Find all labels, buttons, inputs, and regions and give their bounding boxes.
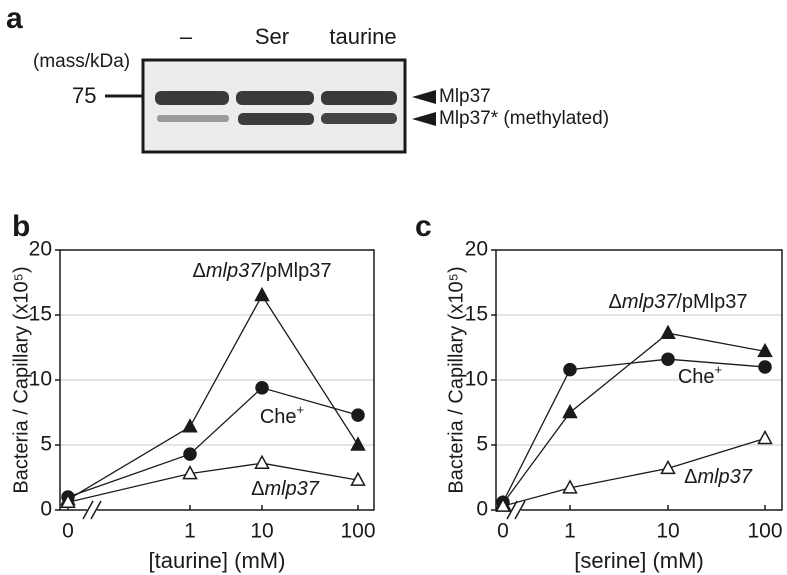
y-axis-label: Bacteria / Capillary (x10⁵) xyxy=(445,266,467,493)
marker xyxy=(495,497,511,512)
y-tick-label: 10 xyxy=(29,368,52,391)
marker xyxy=(563,362,577,377)
marker xyxy=(350,471,366,486)
marker xyxy=(183,447,197,461)
marker xyxy=(60,493,76,508)
series-label: Δmlp37/pMlp37 xyxy=(609,291,748,313)
panel-label: a xyxy=(6,2,23,35)
marker xyxy=(757,429,773,445)
x-tick-label: 0 xyxy=(497,520,509,543)
marker xyxy=(660,459,676,475)
marker-label: 75 xyxy=(72,83,96,108)
marker xyxy=(562,403,578,419)
band-label: Mlp37 xyxy=(439,86,491,107)
series-label: Δmlp37/pMlp37 xyxy=(193,260,332,282)
series-line xyxy=(502,358,766,503)
marker xyxy=(255,381,269,395)
axis-break xyxy=(506,500,518,520)
x-tick-label: 1 xyxy=(184,520,196,543)
marker xyxy=(660,324,676,339)
marker xyxy=(254,286,270,302)
axis-break-gap xyxy=(511,506,521,514)
y-axis-label: Bacteria / Capillary (x10⁵) xyxy=(10,266,32,493)
band xyxy=(155,91,229,105)
x-tick-label: 0 xyxy=(62,520,74,543)
x-tick-label: 100 xyxy=(747,520,782,543)
blot xyxy=(141,58,407,154)
mass-label: (mass/kDa) xyxy=(33,51,130,72)
band xyxy=(321,113,397,124)
series-label: Δmlp37 xyxy=(684,466,753,488)
x-tick-label: 10 xyxy=(656,520,679,543)
y-tick-label: 20 xyxy=(29,238,52,261)
series-line xyxy=(67,387,359,498)
marker xyxy=(254,454,270,469)
marker xyxy=(182,465,198,480)
panel-label: c xyxy=(415,210,432,243)
arrowhead xyxy=(412,90,436,104)
x-tick-label: 10 xyxy=(250,520,273,543)
marker xyxy=(182,418,198,433)
band-label: Mlp37* (methylated) xyxy=(439,108,609,129)
panel-label: b xyxy=(12,210,30,243)
band xyxy=(236,91,314,105)
series-line xyxy=(502,332,766,504)
series-line xyxy=(502,437,766,507)
plot-frame xyxy=(59,249,375,511)
y-tick-label: 0 xyxy=(476,498,488,521)
marker xyxy=(350,436,366,451)
series-line xyxy=(67,294,359,501)
axis-break xyxy=(514,500,526,520)
series-label: Δmlp37 xyxy=(251,478,320,500)
y-tick-label: 5 xyxy=(40,433,52,456)
marker xyxy=(758,360,772,374)
marker xyxy=(757,342,773,358)
marker xyxy=(661,352,675,366)
x-axis-label: [taurine] (mM) xyxy=(149,548,286,573)
marker xyxy=(562,479,578,494)
x-tick-label: 1 xyxy=(564,520,576,543)
x-tick-label: 100 xyxy=(340,520,375,543)
band xyxy=(321,91,397,105)
arrowhead xyxy=(412,112,436,126)
series-label: Che+ xyxy=(678,362,722,388)
y-tick-label: 15 xyxy=(29,303,52,326)
lane-label: – xyxy=(180,24,193,49)
marker xyxy=(351,408,365,422)
axis-break xyxy=(82,500,94,520)
y-tick-label: 5 xyxy=(476,433,488,456)
plot-frame xyxy=(495,249,783,511)
axis-break-gap xyxy=(87,506,97,514)
x-axis-label: [serine] (mM) xyxy=(574,548,704,573)
y-tick-label: 20 xyxy=(465,238,488,261)
band xyxy=(238,113,314,125)
axis-break xyxy=(90,500,102,520)
y-tick-label: 10 xyxy=(465,368,488,391)
y-tick-label: 0 xyxy=(40,498,52,521)
lane-label: taurine xyxy=(329,24,396,49)
series-label: Che+ xyxy=(260,402,304,428)
y-tick-label: 15 xyxy=(465,303,488,326)
series-line xyxy=(67,462,359,503)
band xyxy=(157,115,229,122)
lane-label: Ser xyxy=(255,24,289,49)
